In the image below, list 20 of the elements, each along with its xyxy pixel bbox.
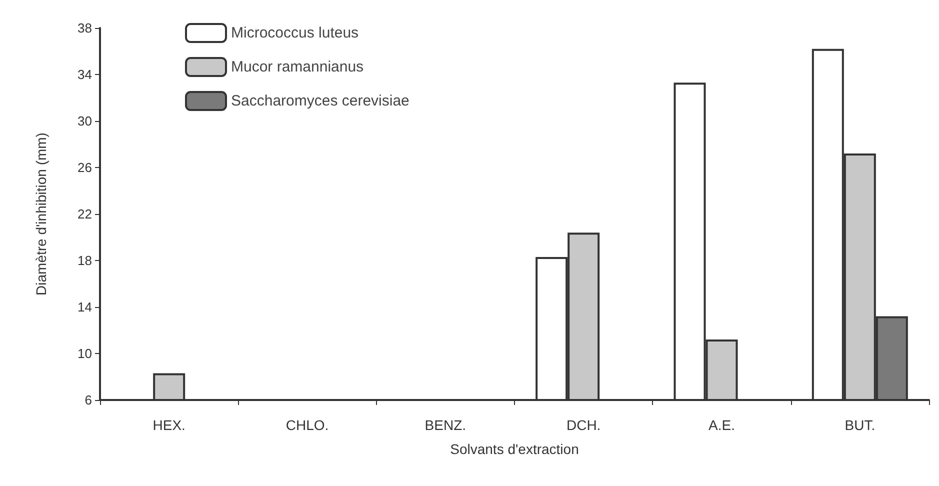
y-tick-label: 14: [78, 300, 92, 314]
legend-label: Mucor ramannianus: [231, 58, 364, 76]
x-tick-label: BUT.: [844, 417, 876, 433]
y-tick-label: 22: [78, 206, 92, 222]
y-tick-label: 10: [78, 346, 92, 361]
y-tick-label: 26: [78, 160, 92, 175]
x-tick-label: HEX.: [152, 417, 186, 433]
x-tick-label: CHLO.: [286, 417, 329, 433]
y-tick-label: 18: [78, 253, 92, 268]
legend-label: Saccharomyces cerevisiae: [231, 92, 410, 110]
x-axis-title: Solvants d'extraction: [450, 441, 579, 457]
y-tick-label: 34: [78, 67, 92, 82]
x-tick-label: A.E.: [708, 417, 735, 433]
x-tick-label: DCH.: [566, 417, 601, 433]
legend-label: Micrococcus luteus: [231, 24, 359, 42]
y-tick-label: 6: [84, 392, 92, 408]
x-tick-label: BENZ.: [424, 417, 466, 433]
y-axis-title: Diamètre d'inhibition (mm): [33, 132, 49, 296]
y-tick-label: 38: [78, 20, 92, 36]
y-tick-label: 30: [78, 114, 92, 128]
